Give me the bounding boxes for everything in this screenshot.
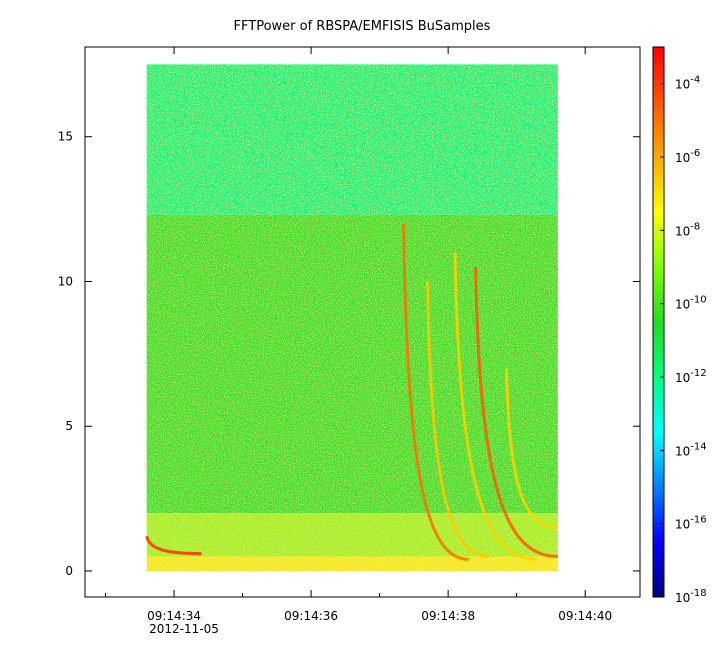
spectrogram-band [146, 64, 558, 215]
chorus-element [402, 223, 469, 561]
chorus-element [145, 535, 202, 556]
chorus-element [504, 368, 558, 530]
spectrogram-band [146, 513, 558, 557]
colorbar-tick-label: 10-6 [675, 148, 700, 165]
y-tick-label: 5 [65, 419, 73, 433]
x-tick-label: 09:14:34 [147, 609, 201, 623]
x-tick-label: 09:14:38 [421, 609, 475, 623]
colorbar-tick-label: 10-4 [675, 75, 700, 92]
colorbar-tick-label: 10-12 [675, 368, 707, 385]
colorbar-tick-label: 10-18 [675, 588, 707, 605]
chorus-element [426, 281, 490, 558]
x-date-label: 2012-11-05 [149, 622, 219, 636]
colorbar-tick-label: 10-10 [675, 295, 707, 312]
colorbar [652, 46, 665, 598]
spectrogram-band [146, 556, 558, 571]
spectrogram-band [146, 214, 558, 514]
y-axis: 0 5 10 15 [58, 130, 640, 578]
spectrogram-image [145, 64, 558, 571]
y-tick-label: 0 [65, 564, 73, 578]
chart-title: FFTPower of RBSPA/EMFISIS BuSamples [234, 19, 491, 34]
colorbar-tick-label: 10-14 [675, 441, 707, 458]
colorbar-tick-label: 10-16 [675, 515, 707, 532]
x-tick-label: 09:14:36 [284, 609, 338, 623]
x-tick-label: 09:14:40 [558, 609, 612, 623]
colorbar-tick-label: 10-8 [675, 221, 700, 238]
y-tick-label: 10 [58, 274, 73, 288]
chorus-element [474, 266, 558, 558]
x-axis: 09:14:34 09:14:36 09:14:38 09:14:40 [105, 47, 612, 623]
y-tick-label: 15 [58, 130, 73, 144]
chorus-element [453, 252, 538, 561]
colorbar-axis: 10-4 10-6 10-8 10-10 10-12 10-14 10-16 10-18 [660, 75, 707, 605]
